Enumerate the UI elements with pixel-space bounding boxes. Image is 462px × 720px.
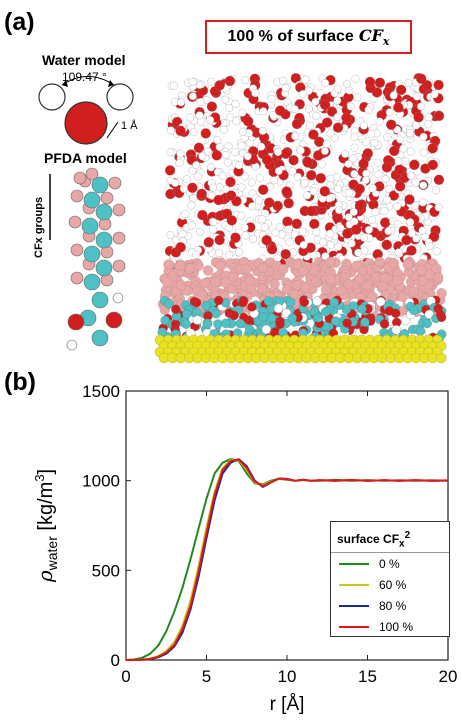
legend-item-1: 60 % [331,574,449,595]
pfda-model-diagram [66,167,126,351]
y-tick-label: 1000 [82,472,120,491]
legend-swatch [339,583,369,586]
hydrogen-left [38,83,66,111]
legend-swatch [339,562,369,565]
chart-legend: surface CFx2 0 % 60 % 80 % 100 % [330,521,450,637]
x-tick-label: 0 [121,667,130,686]
legend-title-sub: x [399,538,405,550]
legend-title: surface CFx2 [331,522,449,553]
series-line-3 [126,458,449,661]
legend-title-text: surface CF [337,532,400,546]
x-tick-label: 15 [358,667,377,686]
molecular-illustration [38,73,447,364]
y-tick-label: 1500 [82,382,120,401]
legend-item-2: 80 % [331,595,449,616]
panel-a-title-math: CFx [359,26,390,48]
panel-a-letter: (a) [4,8,35,36]
legend-item-3: 100 % [331,616,449,637]
panel-b-letter: (b) [4,368,36,396]
y-axis-label: ρwater [kg/m3] [32,469,60,583]
hydrogen-right [106,83,134,111]
scale-label: 1 Å [121,120,138,132]
pfda-model-label: PFDA model [44,150,127,166]
x-axis-label: r [Å] [270,694,305,715]
legend-swatch [339,604,369,607]
simulation-snapshot [154,73,447,364]
title-math-sub: x [382,35,390,49]
water-model-label: Water model [42,52,126,68]
oxygen [64,101,108,145]
y-tick-label: 500 [92,561,120,580]
legend-label: 60 % [379,577,407,592]
x-tick-label: 10 [278,667,297,686]
panel-a-title-prefix: 100 % of surface [227,28,354,45]
legend-label: 100 % [379,619,414,634]
x-tick-label: 20 [439,667,458,686]
legend-label: 0 % [379,556,400,571]
water-model-diagram [38,76,134,145]
panel-a-title: 100 % of surface CFx [205,20,412,54]
legend-title-sub2: 2 [404,530,411,541]
legend-label: 80 % [379,598,407,613]
y-tick-label: 0 [111,651,120,670]
legend-item-0: 0 % [331,553,449,574]
title-math-main: CF [358,25,383,45]
x-tick-label: 5 [202,667,211,686]
legend-swatch [339,625,369,628]
